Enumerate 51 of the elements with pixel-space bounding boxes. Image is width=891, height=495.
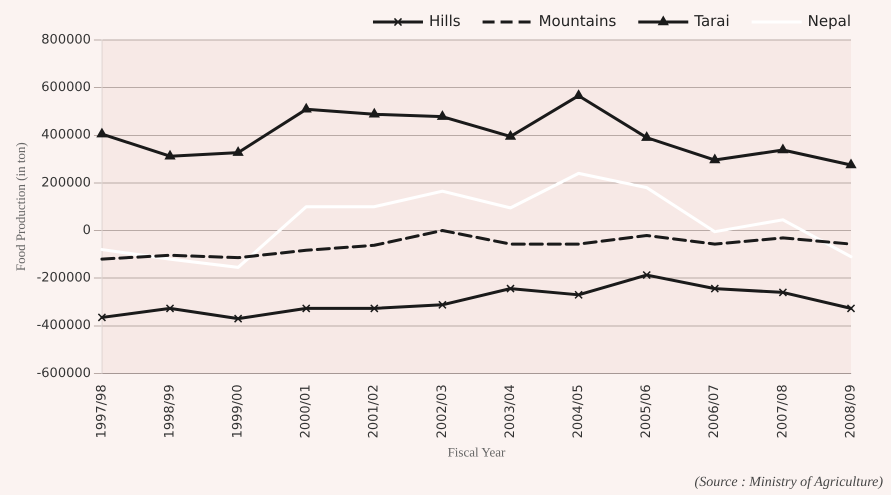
point [369, 108, 380, 118]
y-tick-label: -600000 [36, 366, 91, 381]
x-axis-title: Fiscal Year [448, 444, 506, 460]
point [96, 128, 107, 138]
point [506, 284, 515, 293]
point [164, 150, 176, 160]
point [778, 144, 788, 154]
point [301, 104, 312, 113]
point [370, 304, 379, 313]
y-tick-label: 0 [82, 222, 91, 238]
point [166, 304, 174, 313]
y-tick-label: 600000 [41, 80, 91, 96]
point [98, 313, 106, 322]
y-tick-label: 200000 [41, 175, 91, 190]
y-tick-label: 400000 [41, 128, 91, 143]
x-tick-label: 1997/98 [94, 384, 110, 438]
x-tick-label: 2006/07 [707, 384, 722, 438]
point [574, 90, 584, 99]
point [710, 284, 720, 293]
point [234, 314, 242, 323]
legend-label: Hills [428, 12, 461, 30]
x-tick-label: 1999/00 [230, 384, 246, 438]
x-tick-label: 2008/09 [843, 384, 858, 438]
point [846, 159, 856, 168]
point [302, 304, 310, 313]
y-tick-label: -400000 [36, 318, 91, 334]
point [642, 270, 651, 280]
x-tick-label: 2002/03 [434, 384, 450, 438]
x-tick-label: 2005/06 [639, 384, 654, 438]
point [710, 154, 720, 164]
point [505, 130, 516, 140]
point [438, 300, 447, 310]
y-axis-title: Food Production (in ton) [13, 142, 28, 272]
x-tick-label: 2004/05 [570, 384, 586, 438]
y-tick-label: 800000 [41, 32, 91, 48]
point [437, 110, 448, 120]
x-tick-label: 2003/04 [502, 384, 518, 438]
point [233, 146, 244, 156]
x-tick-label: 1998/99 [162, 384, 178, 438]
x-tick-label: 2007/08 [775, 384, 790, 438]
legend-label: Mountains [538, 12, 616, 30]
x-tick-label: 2001/02 [366, 384, 382, 438]
x-tick-label: 2000/01 [298, 384, 314, 438]
legend-label: Tarai [693, 12, 730, 30]
point [846, 304, 856, 313]
text: (Source : Ministry of Agriculture) [694, 475, 883, 491]
point [778, 288, 788, 297]
y-tick-label: -200000 [36, 270, 91, 286]
point [574, 290, 583, 300]
point [642, 132, 652, 141]
legend-label: Nepal [808, 12, 852, 30]
